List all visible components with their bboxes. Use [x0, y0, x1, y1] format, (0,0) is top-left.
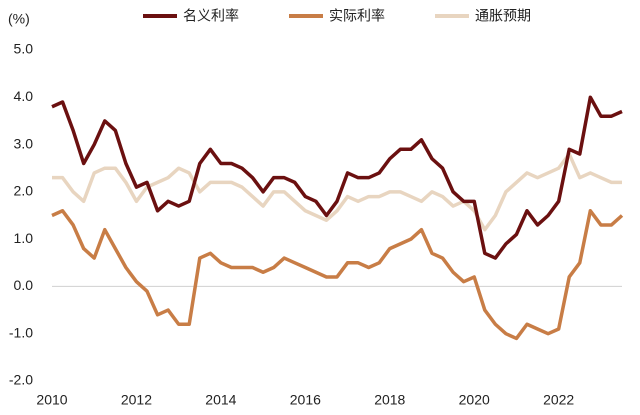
- legend-label: 实际利率: [329, 8, 385, 24]
- series-line: [51, 209, 624, 341]
- legend-label: 通胀预期: [475, 8, 531, 24]
- x-tick-label: 2020: [459, 392, 490, 408]
- y-tick-label: 5.0: [14, 41, 34, 57]
- x-tick-label: 2016: [290, 392, 321, 408]
- y-axis-label: (%): [8, 11, 30, 27]
- x-tick-label: 2012: [121, 392, 152, 408]
- x-tick-label: 2010: [36, 392, 67, 408]
- y-tick-label: -1.0: [9, 324, 33, 340]
- x-tick-label: 2018: [374, 392, 405, 408]
- series-line: [52, 152, 622, 232]
- y-tick-label: 3.0: [14, 135, 34, 151]
- y-tick-label: 4.0: [14, 88, 34, 104]
- x-tick-label: 2014: [205, 392, 236, 408]
- legend-label: 名义利率: [183, 8, 239, 24]
- y-tick-label: 0.0: [14, 277, 34, 293]
- y-tick-label: 2.0: [14, 183, 34, 199]
- y-tick-label: -2.0: [9, 372, 33, 388]
- series-line: [51, 95, 623, 260]
- x-tick-label: 2022: [543, 392, 574, 408]
- y-tick-label: 1.0: [14, 230, 34, 246]
